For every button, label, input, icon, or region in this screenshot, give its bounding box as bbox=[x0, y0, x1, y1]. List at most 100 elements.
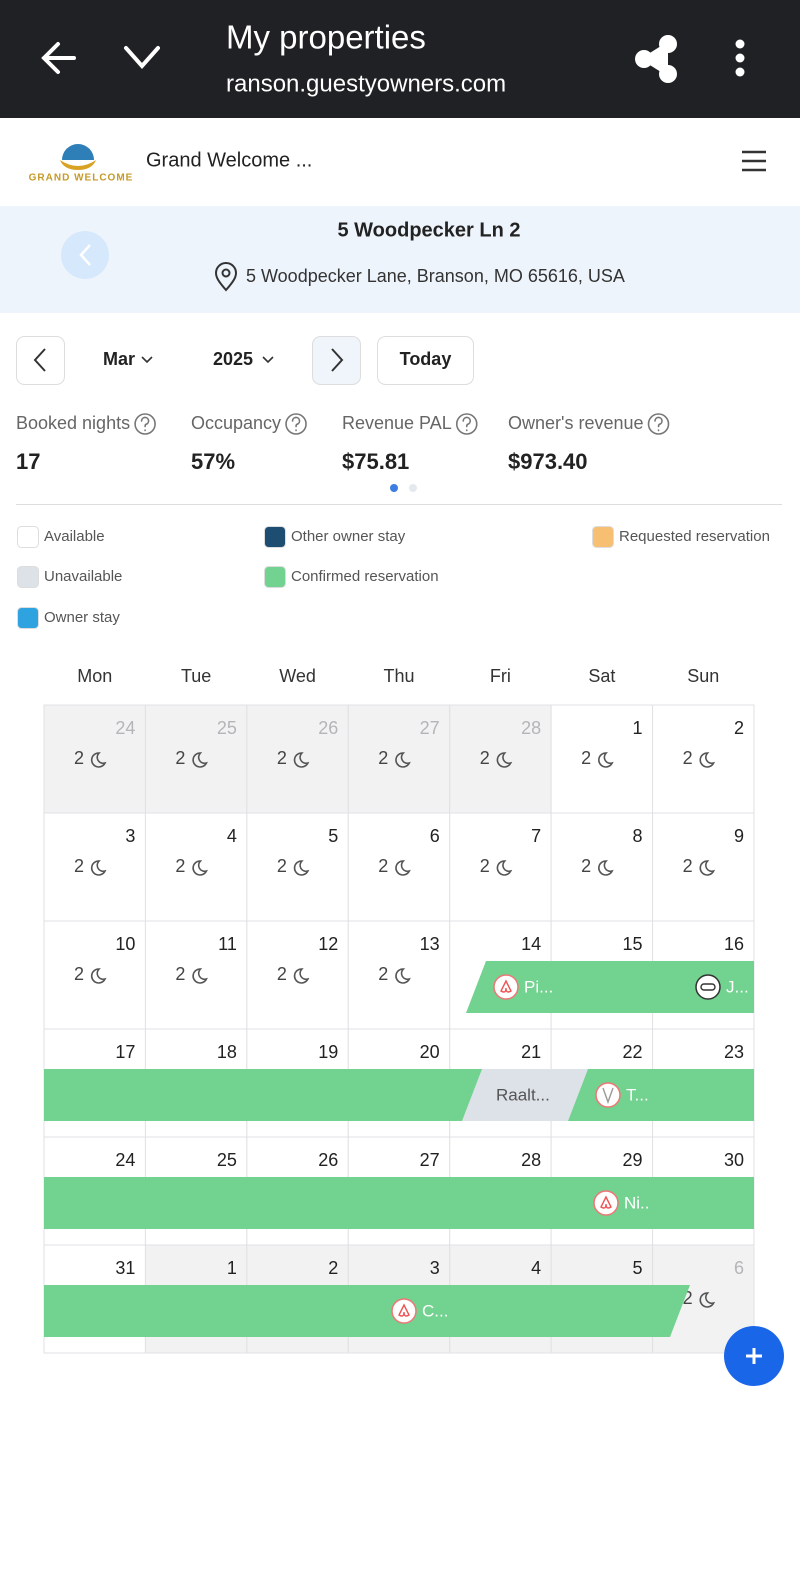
min-nights: 2 bbox=[581, 856, 591, 876]
moon-icon bbox=[699, 860, 716, 876]
chevron bbox=[141, 356, 153, 364]
reservation-label: C... bbox=[422, 1301, 448, 1320]
reservation-bar[interactable] bbox=[462, 1069, 588, 1121]
moon-icon bbox=[293, 968, 310, 984]
day-number: 30 bbox=[724, 1150, 744, 1170]
day-cell bbox=[246, 920, 349, 1030]
moon-icon bbox=[192, 752, 208, 768]
help-icon bbox=[647, 413, 670, 435]
day-number: 16 bbox=[724, 934, 744, 954]
min-nights: 2 bbox=[480, 856, 490, 876]
min-nights: 2 bbox=[683, 1288, 693, 1308]
next-month[interactable] bbox=[312, 336, 361, 385]
property-band bbox=[0, 206, 800, 313]
day-number: 5 bbox=[633, 1258, 643, 1278]
reservation-bar[interactable] bbox=[364, 1285, 690, 1337]
day-number: 6 bbox=[430, 826, 440, 846]
day-cell bbox=[449, 812, 552, 922]
day-cell bbox=[347, 704, 451, 814]
min-nights: 2 bbox=[683, 748, 693, 768]
legend-label: Confirmed reservation bbox=[291, 568, 439, 585]
min-nights: 2 bbox=[480, 748, 490, 768]
weekday: Sun bbox=[687, 666, 719, 686]
day-number: 1 bbox=[227, 1258, 237, 1278]
weekday: Thu bbox=[383, 666, 414, 686]
day-number: 11 bbox=[218, 934, 237, 954]
help-icon bbox=[455, 413, 478, 435]
min-nights: 2 bbox=[175, 748, 185, 768]
channel-icon bbox=[695, 974, 721, 1000]
reservation-bar[interactable] bbox=[466, 961, 690, 1013]
menu-button[interactable] bbox=[735, 39, 745, 77]
day-number: 26 bbox=[318, 1150, 338, 1170]
moon-icon bbox=[395, 968, 411, 984]
weekday: Sat bbox=[588, 666, 615, 686]
brand-name: Grand Welcome ... bbox=[146, 149, 312, 171]
moon-icon bbox=[395, 860, 411, 876]
day-number: 15 bbox=[623, 934, 643, 954]
page-dot[interactable] bbox=[390, 484, 398, 492]
moon-icon bbox=[598, 860, 614, 876]
day-number: 4 bbox=[227, 826, 237, 846]
chevron bbox=[262, 356, 274, 364]
reservation-label: J... bbox=[726, 977, 749, 996]
weekday: Fri bbox=[490, 666, 511, 686]
prev-month[interactable] bbox=[16, 336, 65, 385]
moon-icon bbox=[395, 752, 411, 768]
channel-icon bbox=[493, 974, 519, 1000]
day-number: 7 bbox=[531, 826, 541, 846]
day-number: 2 bbox=[328, 1258, 338, 1278]
moon-icon bbox=[293, 752, 310, 768]
month-select[interactable]: Mar bbox=[103, 349, 135, 369]
day-number: 26 bbox=[318, 718, 338, 738]
property-address: 5 Woodpecker Lane, Branson, MO 65616, US… bbox=[246, 266, 625, 286]
min-nights: 2 bbox=[581, 748, 591, 768]
day-cell bbox=[246, 704, 349, 814]
day-number: 23 bbox=[724, 1042, 744, 1062]
year-select[interactable]: 2025 bbox=[213, 349, 253, 369]
pin-icon bbox=[214, 262, 238, 292]
reservation-bar[interactable] bbox=[566, 1177, 754, 1229]
min-nights: 2 bbox=[378, 856, 388, 876]
channel-glyph bbox=[602, 1087, 614, 1105]
logo-text: GRAND WELCOME bbox=[29, 173, 134, 184]
min-nights: 2 bbox=[378, 748, 388, 768]
day-cell bbox=[43, 704, 146, 814]
min-nights: 2 bbox=[277, 964, 287, 984]
legend-swatch bbox=[17, 526, 39, 548]
weekday: Wed bbox=[279, 666, 316, 686]
property-back[interactable] bbox=[61, 231, 109, 279]
reservation-bar bbox=[44, 1177, 588, 1229]
collapse-button[interactable] bbox=[124, 46, 160, 70]
page-dot[interactable] bbox=[409, 484, 417, 492]
chevron bbox=[331, 348, 344, 372]
reservation-label: T... bbox=[626, 1085, 649, 1104]
today-button[interactable] bbox=[377, 336, 474, 385]
day-number: 6 bbox=[734, 1258, 744, 1278]
legend-swatch bbox=[17, 566, 39, 588]
day-number: 28 bbox=[521, 1150, 541, 1170]
moon-icon bbox=[496, 752, 513, 768]
stat-label: Owner's revenue bbox=[508, 413, 644, 433]
legend-swatch bbox=[592, 526, 614, 548]
chevron bbox=[33, 348, 46, 372]
day-number: 19 bbox=[318, 1042, 338, 1062]
hamburger[interactable] bbox=[742, 150, 766, 172]
day-number: 4 bbox=[531, 1258, 541, 1278]
moon-icon bbox=[598, 752, 614, 768]
weekday: Mon bbox=[77, 666, 112, 686]
day-number: 24 bbox=[115, 718, 135, 738]
channel-glyph bbox=[398, 1303, 410, 1317]
day-number: 31 bbox=[115, 1258, 135, 1278]
day-cell bbox=[550, 812, 654, 922]
day-cell bbox=[347, 920, 451, 1030]
legend-label: Requested reservation bbox=[619, 528, 770, 545]
day-number: 13 bbox=[420, 934, 440, 954]
share-button[interactable] bbox=[635, 35, 677, 83]
help-mark bbox=[140, 416, 150, 432]
reservation-bar[interactable] bbox=[568, 1069, 754, 1121]
min-nights: 2 bbox=[683, 856, 693, 876]
back-button[interactable] bbox=[41, 42, 76, 74]
today-label: Today bbox=[400, 349, 452, 369]
